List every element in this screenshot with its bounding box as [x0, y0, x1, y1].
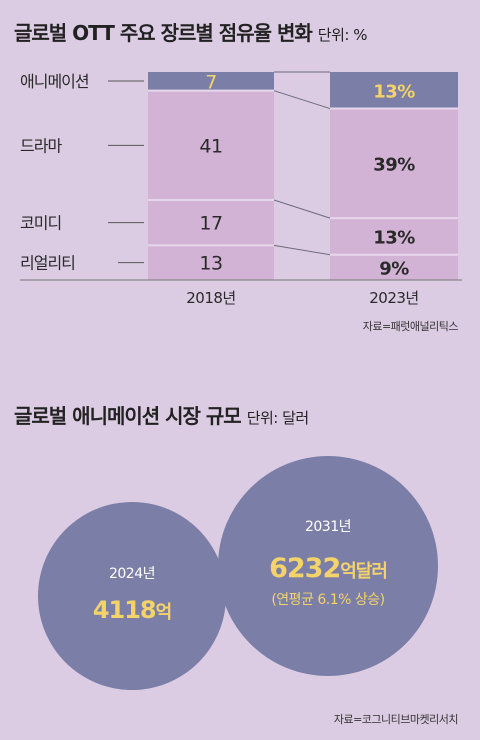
bar-segment-1-3: [330, 254, 458, 280]
bubble-value-label: 6232억달러: [269, 553, 387, 584]
connector-line: [273, 199, 331, 219]
chart-title-animation: 글로벌 애니메이션 시장 규모 단위: 달러: [14, 400, 309, 429]
chart-unit-animation: 단위: 달러: [246, 409, 310, 427]
source-animation: 자료=코그니티브마켓리서치: [333, 713, 459, 726]
bar-segment-0-2: [148, 200, 274, 246]
chart-title-ott-text: 글로벌 OTT 주요 장르별 점유율 변화: [14, 21, 313, 45]
source-ott: 자료=패럿애널리틱스: [362, 320, 459, 333]
legend-label: 코미디: [20, 214, 61, 233]
chart-unit-ott: 단위: %: [317, 26, 368, 44]
data-label: 41: [199, 135, 222, 157]
data-label: 9%: [379, 258, 409, 279]
legend-label: 드라마: [20, 136, 62, 155]
chart-title-animation-text: 글로벌 애니메이션 시장 규모: [14, 404, 242, 428]
bubble-value-label: 4118억: [93, 596, 171, 624]
bubble-2024년: [38, 502, 226, 690]
bubble-year-label: 2031년: [305, 519, 351, 535]
legend-label: 애니메이션: [20, 72, 89, 91]
bar-segment-1-0: [330, 72, 458, 109]
bubble-year-label: 2024년: [109, 566, 155, 582]
data-label: 13%: [373, 227, 415, 248]
data-label: 13%: [373, 81, 415, 102]
chart-title-ott: 글로벌 OTT 주요 장르별 점유율 변화 단위: %: [14, 17, 367, 46]
data-label: 39%: [373, 154, 415, 175]
x-tick-label: 2023년: [369, 289, 418, 307]
bubble-note: (연평균 6.1% 상승): [271, 592, 384, 608]
x-tick-label: 2018년: [186, 289, 235, 307]
legend-label: 리얼리티: [20, 254, 75, 273]
data-label: 7: [205, 71, 217, 93]
data-label: 17: [199, 213, 222, 235]
bar-segment-1-2: [330, 218, 458, 255]
bar-segment-0-3: [148, 245, 274, 280]
bar-segment-0-0: [148, 72, 274, 91]
bar-segment-0-1: [148, 90, 274, 200]
connector-line: [273, 90, 331, 110]
bubble-2031년: [218, 456, 438, 676]
connector-line: [273, 244, 331, 256]
bar-segment-1-1: [330, 108, 458, 219]
data-label: 13: [199, 253, 222, 275]
